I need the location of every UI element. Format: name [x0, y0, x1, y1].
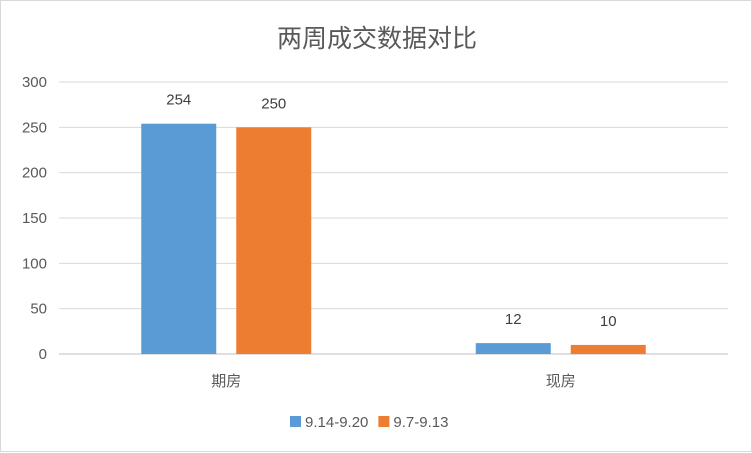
y-tick-label: 0 — [39, 346, 47, 363]
bar — [475, 343, 551, 354]
data-label: 250 — [261, 95, 286, 112]
y-tick-label: 150 — [22, 210, 47, 227]
y-tick-label: 200 — [22, 165, 47, 182]
legend-label: 9.7-9.13 — [393, 414, 448, 431]
x-tick-label: 现房 — [546, 373, 576, 390]
y-tick-label: 250 — [22, 119, 47, 136]
legend-label: 9.14-9.20 — [305, 414, 368, 431]
chart-title: 两周成交数据对比 — [277, 25, 477, 53]
legend-swatch — [378, 416, 390, 427]
y-tick-label: 50 — [30, 301, 47, 318]
data-label: 254 — [166, 92, 191, 109]
bar — [236, 127, 312, 354]
x-tick-label: 期房 — [211, 373, 241, 390]
data-label: 10 — [600, 313, 617, 330]
y-tick-label: 300 — [22, 74, 47, 91]
bar — [570, 344, 646, 354]
bar — [141, 123, 217, 354]
legend-swatch — [290, 416, 301, 427]
data-label: 12 — [505, 311, 522, 328]
y-tick-label: 100 — [22, 255, 47, 272]
